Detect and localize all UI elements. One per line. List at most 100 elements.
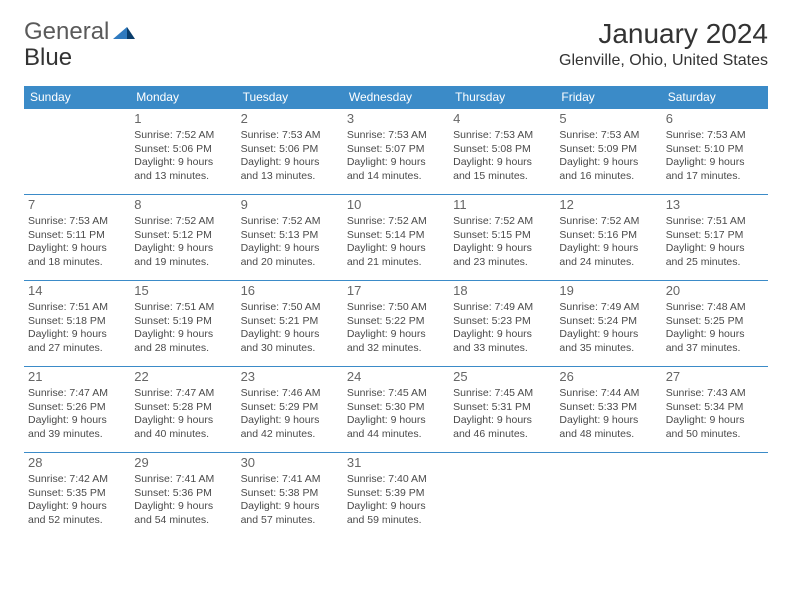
- calendar-week-row: 21Sunrise: 7:47 AMSunset: 5:26 PMDayligh…: [24, 367, 768, 453]
- daylight-text: Daylight: 9 hours: [241, 242, 339, 256]
- daylight-text: Daylight: 9 hours: [241, 328, 339, 342]
- sunrise-text: Sunrise: 7:53 AM: [453, 129, 551, 143]
- sunrise-text: Sunrise: 7:53 AM: [666, 129, 764, 143]
- daylight-text: and 28 minutes.: [134, 342, 232, 356]
- calendar-day-cell: 22Sunrise: 7:47 AMSunset: 5:28 PMDayligh…: [130, 367, 236, 453]
- day-header: Friday: [555, 86, 661, 109]
- daylight-text: Daylight: 9 hours: [28, 500, 126, 514]
- logo: General: [24, 18, 135, 46]
- calendar-week-row: 1Sunrise: 7:52 AMSunset: 5:06 PMDaylight…: [24, 109, 768, 195]
- day-header: Saturday: [662, 86, 768, 109]
- month-title: January 2024: [559, 18, 768, 50]
- daylight-text: Daylight: 9 hours: [347, 242, 445, 256]
- sunrise-text: Sunrise: 7:47 AM: [134, 387, 232, 401]
- sunrise-text: Sunrise: 7:52 AM: [134, 129, 232, 143]
- daylight-text: and 40 minutes.: [134, 428, 232, 442]
- daylight-text: and 14 minutes.: [347, 170, 445, 184]
- daylight-text: and 50 minutes.: [666, 428, 764, 442]
- calendar-day-cell: 20Sunrise: 7:48 AMSunset: 5:25 PMDayligh…: [662, 281, 768, 367]
- day-header: Wednesday: [343, 86, 449, 109]
- sunrise-text: Sunrise: 7:52 AM: [134, 215, 232, 229]
- sunrise-text: Sunrise: 7:41 AM: [241, 473, 339, 487]
- calendar-day-cell: 25Sunrise: 7:45 AMSunset: 5:31 PMDayligh…: [449, 367, 555, 453]
- calendar-day-cell: 7Sunrise: 7:53 AMSunset: 5:11 PMDaylight…: [24, 195, 130, 281]
- day-number: 2: [241, 111, 339, 128]
- calendar-day-cell: 24Sunrise: 7:45 AMSunset: 5:30 PMDayligh…: [343, 367, 449, 453]
- calendar-day-cell: 27Sunrise: 7:43 AMSunset: 5:34 PMDayligh…: [662, 367, 768, 453]
- day-number: 21: [28, 369, 126, 386]
- sunrise-text: Sunrise: 7:53 AM: [559, 129, 657, 143]
- sunrise-text: Sunrise: 7:51 AM: [666, 215, 764, 229]
- daylight-text: Daylight: 9 hours: [347, 500, 445, 514]
- calendar-day-cell: [662, 453, 768, 539]
- day-number: 1: [134, 111, 232, 128]
- sunrise-text: Sunrise: 7:50 AM: [241, 301, 339, 315]
- day-number: 23: [241, 369, 339, 386]
- calendar-day-cell: 30Sunrise: 7:41 AMSunset: 5:38 PMDayligh…: [237, 453, 343, 539]
- day-number: 17: [347, 283, 445, 300]
- daylight-text: and 46 minutes.: [453, 428, 551, 442]
- sunset-text: Sunset: 5:24 PM: [559, 315, 657, 329]
- calendar-day-cell: 13Sunrise: 7:51 AMSunset: 5:17 PMDayligh…: [662, 195, 768, 281]
- day-number: 19: [559, 283, 657, 300]
- daylight-text: and 37 minutes.: [666, 342, 764, 356]
- day-number: 18: [453, 283, 551, 300]
- sunrise-text: Sunrise: 7:47 AM: [28, 387, 126, 401]
- sunset-text: Sunset: 5:08 PM: [453, 143, 551, 157]
- calendar-day-cell: 16Sunrise: 7:50 AMSunset: 5:21 PMDayligh…: [237, 281, 343, 367]
- sunrise-text: Sunrise: 7:49 AM: [453, 301, 551, 315]
- sunset-text: Sunset: 5:35 PM: [28, 487, 126, 501]
- daylight-text: Daylight: 9 hours: [453, 328, 551, 342]
- title-block: January 2024 Glenville, Ohio, United Sta…: [559, 18, 768, 70]
- day-number: 22: [134, 369, 232, 386]
- sunrise-text: Sunrise: 7:41 AM: [134, 473, 232, 487]
- sunset-text: Sunset: 5:10 PM: [666, 143, 764, 157]
- daylight-text: Daylight: 9 hours: [241, 500, 339, 514]
- daylight-text: and 59 minutes.: [347, 514, 445, 528]
- logo-text-2: Blue: [24, 44, 72, 71]
- daylight-text: and 13 minutes.: [134, 170, 232, 184]
- day-number: 15: [134, 283, 232, 300]
- day-number: 4: [453, 111, 551, 128]
- day-number: 31: [347, 455, 445, 472]
- sunset-text: Sunset: 5:29 PM: [241, 401, 339, 415]
- sunrise-text: Sunrise: 7:50 AM: [347, 301, 445, 315]
- calendar-body: 1Sunrise: 7:52 AMSunset: 5:06 PMDaylight…: [24, 109, 768, 539]
- calendar-day-cell: [24, 109, 130, 195]
- daylight-text: Daylight: 9 hours: [347, 414, 445, 428]
- day-number: 29: [134, 455, 232, 472]
- calendar-header-row: SundayMondayTuesdayWednesdayThursdayFrid…: [24, 86, 768, 109]
- calendar-day-cell: 17Sunrise: 7:50 AMSunset: 5:22 PMDayligh…: [343, 281, 449, 367]
- day-number: 16: [241, 283, 339, 300]
- daylight-text: Daylight: 9 hours: [559, 242, 657, 256]
- sunset-text: Sunset: 5:34 PM: [666, 401, 764, 415]
- calendar-day-cell: 6Sunrise: 7:53 AMSunset: 5:10 PMDaylight…: [662, 109, 768, 195]
- day-header: Sunday: [24, 86, 130, 109]
- day-number: 30: [241, 455, 339, 472]
- daylight-text: and 13 minutes.: [241, 170, 339, 184]
- daylight-text: Daylight: 9 hours: [134, 414, 232, 428]
- sunset-text: Sunset: 5:11 PM: [28, 229, 126, 243]
- sunset-text: Sunset: 5:25 PM: [666, 315, 764, 329]
- sunset-text: Sunset: 5:07 PM: [347, 143, 445, 157]
- calendar-day-cell: 28Sunrise: 7:42 AMSunset: 5:35 PMDayligh…: [24, 453, 130, 539]
- day-number: 10: [347, 197, 445, 214]
- daylight-text: Daylight: 9 hours: [666, 414, 764, 428]
- daylight-text: Daylight: 9 hours: [347, 328, 445, 342]
- calendar-table: SundayMondayTuesdayWednesdayThursdayFrid…: [24, 86, 768, 539]
- sunrise-text: Sunrise: 7:51 AM: [134, 301, 232, 315]
- day-number: 6: [666, 111, 764, 128]
- daylight-text: and 18 minutes.: [28, 256, 126, 270]
- sunrise-text: Sunrise: 7:43 AM: [666, 387, 764, 401]
- logo-text-1: General: [24, 18, 109, 46]
- daylight-text: and 30 minutes.: [241, 342, 339, 356]
- calendar-day-cell: 9Sunrise: 7:52 AMSunset: 5:13 PMDaylight…: [237, 195, 343, 281]
- daylight-text: and 17 minutes.: [666, 170, 764, 184]
- daylight-text: Daylight: 9 hours: [241, 156, 339, 170]
- daylight-text: and 27 minutes.: [28, 342, 126, 356]
- sunset-text: Sunset: 5:19 PM: [134, 315, 232, 329]
- sunset-text: Sunset: 5:38 PM: [241, 487, 339, 501]
- daylight-text: and 35 minutes.: [559, 342, 657, 356]
- daylight-text: and 21 minutes.: [347, 256, 445, 270]
- calendar-day-cell: 15Sunrise: 7:51 AMSunset: 5:19 PMDayligh…: [130, 281, 236, 367]
